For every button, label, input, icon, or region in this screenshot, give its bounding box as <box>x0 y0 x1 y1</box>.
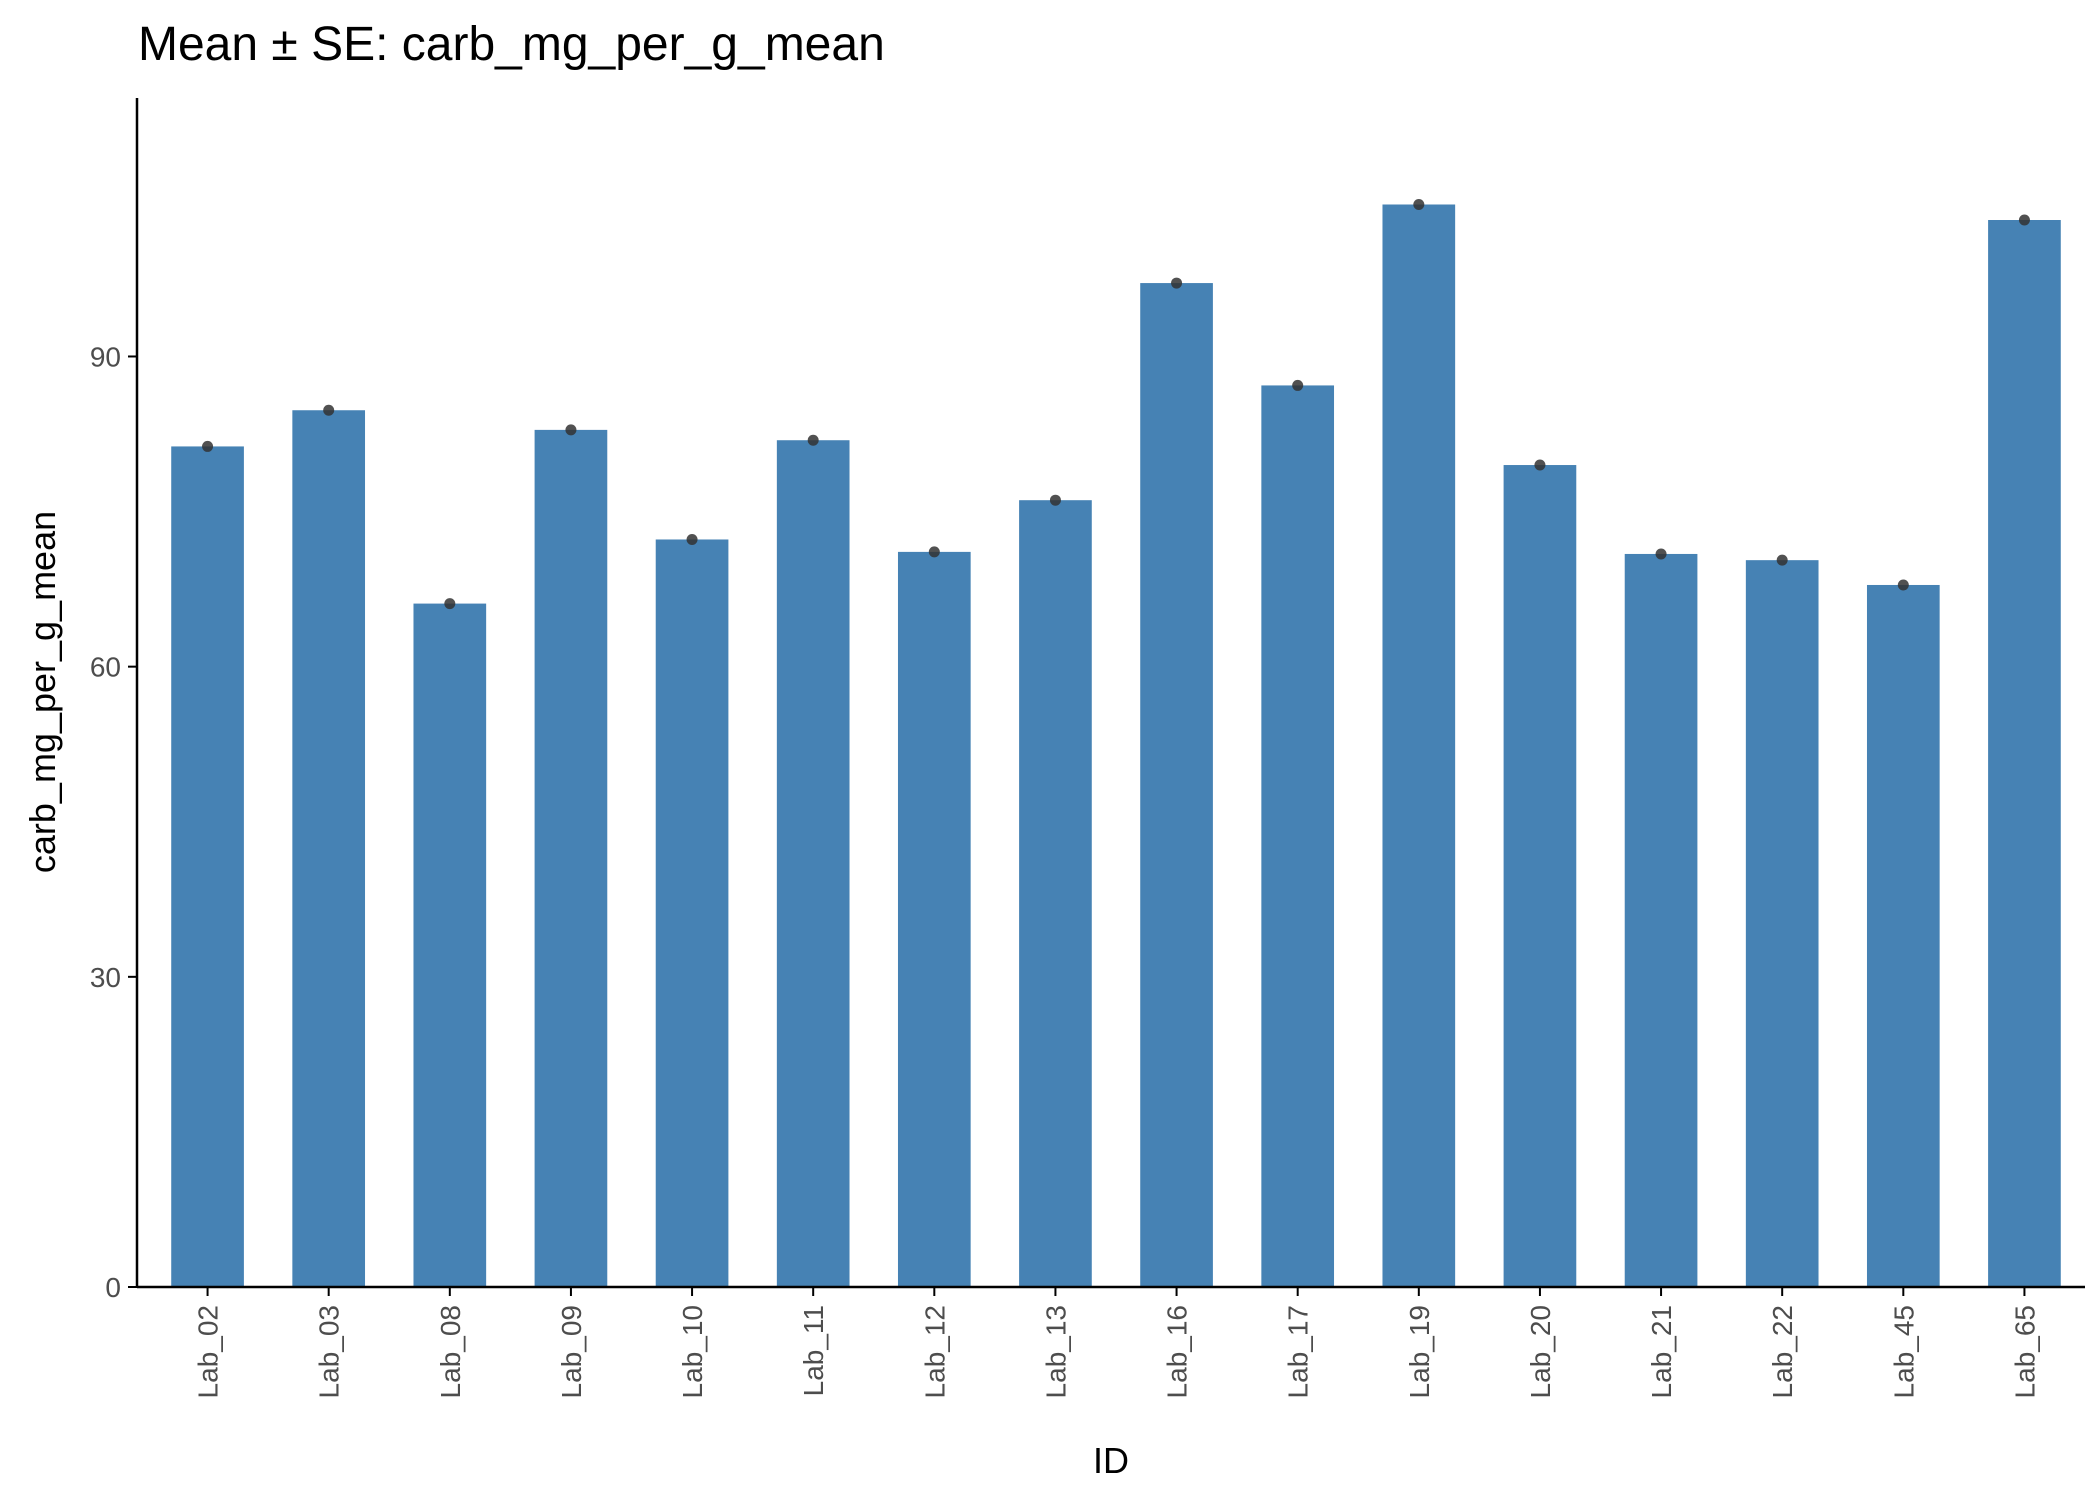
x-ticks-layer: Lab_02 Lab_03 Lab_08 Lab_09 Lab_10 Lab_11 Lab_… <box>193 1287 2040 1398</box>
bar-lab-20 <box>1503 465 1577 1287</box>
x-tick-label: Lab_20 <box>1525 1305 1556 1398</box>
x-tick-label: Lab_11 <box>798 1305 829 1396</box>
bar-lab-13 <box>1019 500 1092 1288</box>
x-tick-label: Lab_10 <box>677 1305 708 1398</box>
bar-lab-16 <box>1140 283 1213 1287</box>
bar-lab-21 <box>1624 553 1698 1287</box>
bar-lab-22 <box>1745 560 1819 1287</box>
bar-lab-09 <box>534 429 608 1287</box>
bar-lab-10 <box>655 539 729 1287</box>
points-layer <box>202 198 2030 610</box>
mean-point-lab-02 <box>202 440 214 452</box>
y-tick-label: 0 <box>105 1272 121 1303</box>
mean-point-lab-20 <box>1534 459 1546 471</box>
x-tick-label: Lab_09 <box>556 1305 587 1398</box>
bar-lab-03 <box>292 410 366 1288</box>
mean-point-lab-11 <box>807 434 819 446</box>
x-tick-label: Lab_22 <box>1767 1305 1798 1398</box>
mean-point-lab-03 <box>323 404 335 416</box>
y-tick-label: 60 <box>90 652 121 683</box>
x-tick-label: Lab_19 <box>1404 1305 1435 1398</box>
mean-point-lab-17 <box>1292 379 1304 391</box>
bar-lab-11 <box>776 440 850 1287</box>
mean-point-lab-13 <box>1049 494 1061 506</box>
x-axis-title: ID <box>1093 1440 1129 1481</box>
mean-point-lab-22 <box>1776 554 1788 566</box>
bar-lab-02 <box>171 446 244 1287</box>
mean-point-lab-21 <box>1655 548 1667 560</box>
bars-layer <box>171 204 2061 1288</box>
mean-point-lab-45 <box>1897 579 1909 591</box>
x-tick-label: Lab_17 <box>1283 1305 1314 1398</box>
x-tick-label: Lab_65 <box>2009 1305 2040 1398</box>
x-tick-label: Lab_45 <box>1888 1305 1919 1398</box>
bar-lab-45 <box>1866 584 1940 1287</box>
mean-point-lab-09 <box>565 424 577 436</box>
mean-point-lab-10 <box>686 533 698 545</box>
chart-title: Mean ± SE: carb_mg_per_g_mean <box>138 18 885 71</box>
x-tick-label: Lab_21 <box>1646 1305 1677 1398</box>
bar-lab-65 <box>1988 220 2061 1288</box>
y-tick-label: 90 <box>90 341 121 372</box>
x-tick-label: Lab_16 <box>1162 1305 1193 1398</box>
mean-point-lab-08 <box>444 598 456 610</box>
x-tick-label: Lab_12 <box>919 1305 950 1398</box>
mean-point-lab-12 <box>928 546 940 558</box>
y-axis-title: carb_mg_per_g_mean <box>22 511 63 873</box>
bar-lab-19 <box>1382 204 1456 1287</box>
x-tick-label: Lab_13 <box>1040 1305 1071 1398</box>
y-tick-label: 30 <box>90 962 121 993</box>
bar-lab-12 <box>897 551 971 1287</box>
bar-lab-17 <box>1261 385 1335 1287</box>
bar-lab-08 <box>413 603 487 1287</box>
mean-point-lab-19 <box>1413 198 1425 210</box>
x-tick-label: Lab_02 <box>193 1305 224 1398</box>
y-ticks-layer: 0 30 60 90 <box>90 341 137 1303</box>
x-tick-label: Lab_03 <box>314 1305 345 1398</box>
x-tick-label: Lab_08 <box>435 1305 466 1398</box>
mean-point-lab-16 <box>1171 277 1183 289</box>
mean-point-lab-65 <box>2018 214 2030 226</box>
